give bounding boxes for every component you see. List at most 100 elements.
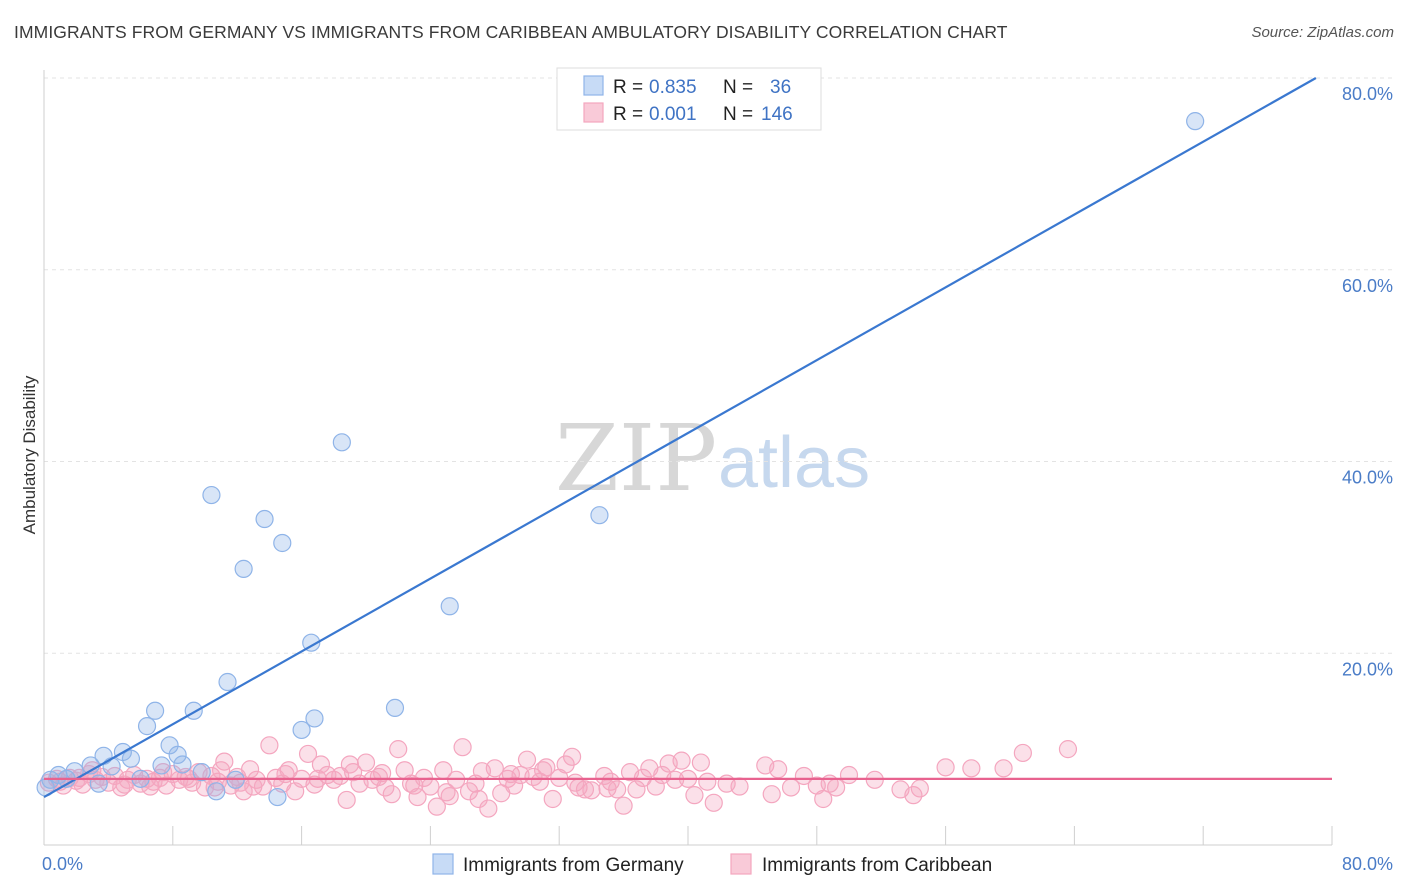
y-tick-label: 60.0% [1342,276,1393,296]
germany-point [89,774,108,793]
axes [43,70,1333,846]
caribbean-point [340,755,359,774]
legend-label-caribbean: Immigrants from Caribbean [762,855,992,876]
caribbean-point [537,758,556,777]
y-tick-label: 80.0% [1342,84,1393,104]
caribbean-point [762,785,781,804]
chart-title: IMMIGRANTS FROM GERMANY VS IMMIGRANTS FR… [14,22,1008,42]
stats-r-value-germany: 0.835 [649,77,697,98]
germany-point [440,597,459,616]
caribbean-point [1013,743,1032,763]
stats-r-label-germany: R = [613,77,643,98]
x-tick-labels: 0.0% 80.0% [42,854,1393,874]
caribbean-point [575,780,595,799]
caribbean-point [405,776,424,795]
caribbean-point [614,796,633,815]
caribbean-point [337,790,356,810]
y-tick-label: 40.0% [1342,468,1393,488]
caribbean-point [276,764,295,784]
germany-point [305,709,324,728]
y-axis-title: Ambulatory Disability [20,375,39,534]
stats-r-value-caribbean: 0.001 [649,104,697,125]
caribbean-point [115,775,134,794]
legend-swatch-germany [432,853,454,875]
caribbean-point [562,747,582,766]
caribbean-point [437,783,456,802]
x-tick-label-min: 0.0% [42,854,83,874]
caribbean-point [1058,740,1078,759]
caribbean-point [311,755,331,774]
caribbean-point [260,736,279,755]
y-tick-label: 20.0% [1342,659,1393,679]
stats-n-value-germany: 36 [770,77,791,98]
germany-point [152,756,171,775]
germany-point [145,701,165,720]
stats-n-label-caribbean: N = [723,104,753,125]
germany-point [1186,112,1205,131]
legend-swatch-caribbean [730,853,752,875]
germany-point [255,509,274,529]
caribbean-point [212,761,231,780]
caribbean-point [389,740,408,759]
caribbean-point [469,789,488,809]
germany-point [137,717,157,736]
germany-point [121,749,141,768]
caribbean-point [685,786,704,805]
caribbean-point [839,765,859,785]
germany-point [218,672,237,692]
caribbean-point [501,764,520,784]
caribbean-point [566,773,585,792]
caribbean-point [582,781,601,800]
caribbean-point [382,785,401,804]
caribbean-point [994,759,1013,778]
caribbean-point [421,777,440,796]
caribbean-point [608,780,627,799]
caribbean-point [154,763,173,782]
germany-trend-line [43,77,1317,799]
caribbean-point [627,780,646,799]
germany-point [102,757,121,776]
x-tick-label-max: 80.0% [1342,854,1393,874]
caribbean-point [543,789,562,809]
caribbean-point [691,753,710,772]
caribbean-point [769,760,788,779]
caribbean-point [936,758,955,777]
germany-point [207,782,226,801]
caribbean-point [505,776,524,795]
caribbean-point [962,759,981,778]
caribbean-point [485,759,504,778]
caribbean-point [453,738,472,757]
watermark-zip: ZIP [555,405,717,512]
caribbean-point [356,753,376,772]
caribbean-point [479,799,498,818]
caribbean-point [904,786,923,805]
caribbean-point [730,777,749,796]
stats-r-label-caribbean: R = [613,104,643,125]
germany-point [173,755,192,774]
caribbean-point [827,778,846,797]
caribbean-point [427,797,446,816]
caribbean-point [517,750,537,769]
stats-legend: R = 0.835 N = 36 R = 0.001 N = 146 [556,67,822,131]
germany-point [268,787,287,807]
caribbean-point [305,775,324,794]
germany-point [168,745,187,764]
stats-n-value-caribbean: 146 [761,104,793,125]
germany-point [234,559,253,578]
caribbean-point [533,761,553,780]
stats-legend-swatch-germany [583,75,604,96]
caribbean-point [373,763,392,783]
caribbean-point [704,793,723,812]
trend-lines [43,77,1332,799]
caribbean-point [794,766,814,786]
caribbean-point [698,772,717,791]
watermark-atlas: atlas [718,423,870,503]
caribbean-point [814,789,833,809]
germany-point [302,633,321,652]
series-legend: Immigrants from Germany Immigrants from … [432,853,992,876]
caribbean-point [598,779,617,798]
germany-point [332,433,351,452]
legend-label-germany: Immigrants from Germany [463,855,684,876]
germany-point [590,506,609,525]
